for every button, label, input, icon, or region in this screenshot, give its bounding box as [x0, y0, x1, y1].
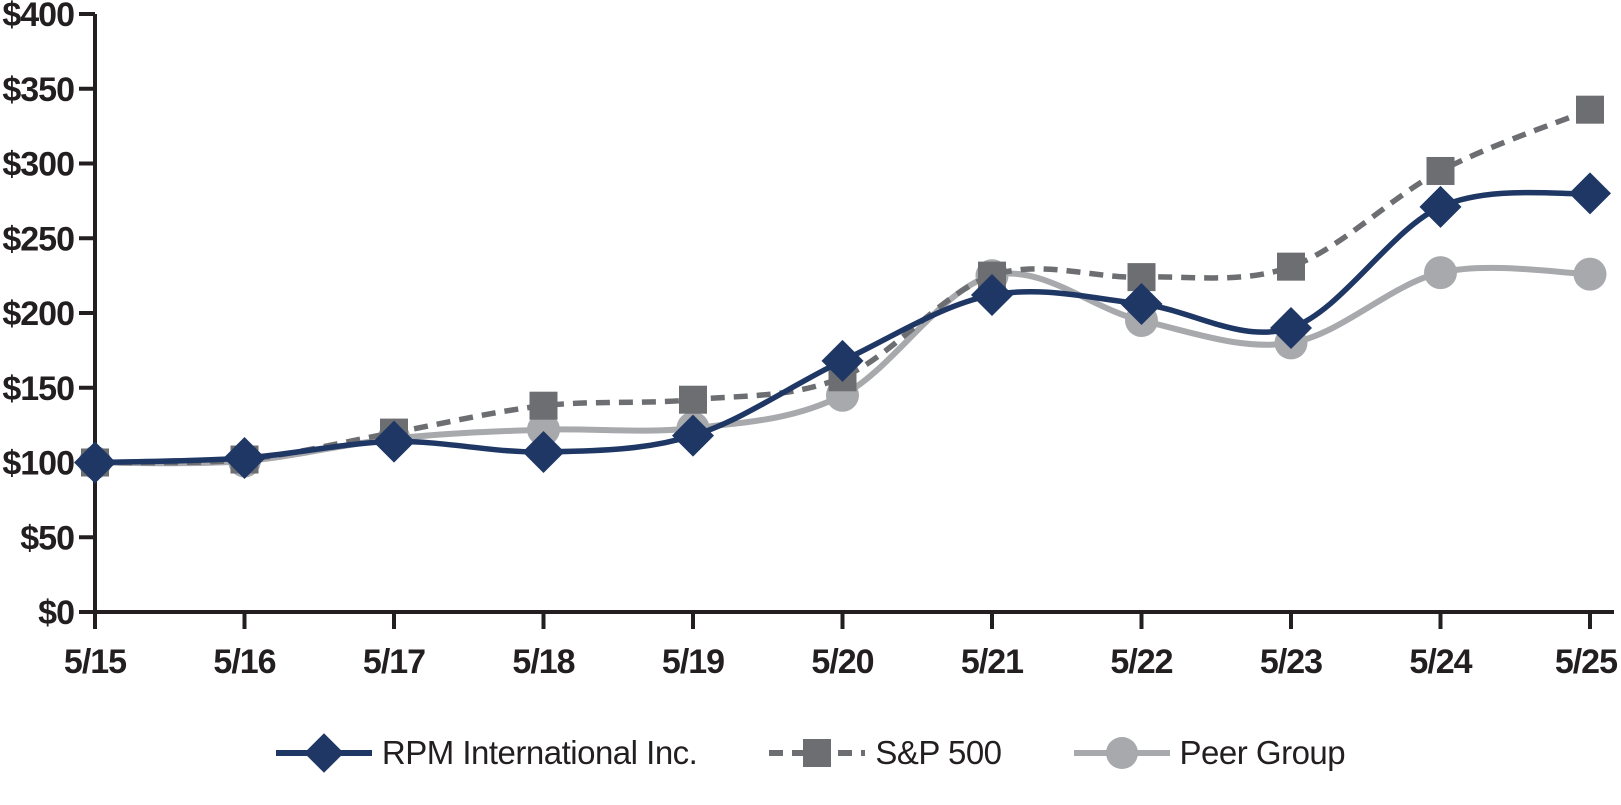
svg-text:$250: $250 [2, 220, 74, 258]
svg-text:5/15: 5/15 [64, 643, 126, 681]
svg-text:5/17: 5/17 [363, 643, 425, 681]
svg-text:5/24: 5/24 [1409, 643, 1472, 681]
svg-text:$100: $100 [2, 445, 74, 483]
svg-text:5/16: 5/16 [213, 643, 275, 681]
svg-text:$0: $0 [38, 594, 74, 632]
svg-text:$50: $50 [20, 519, 74, 557]
rpm-diamond-marker-icon [275, 733, 372, 773]
chart-legend: RPM International Inc. S&P 500 Peer Grou… [0, 733, 1621, 773]
legend-item-peer: Peer Group [1073, 733, 1346, 773]
sp500-square-marker-icon [769, 733, 866, 773]
svg-text:5/19: 5/19 [662, 643, 724, 681]
svg-text:$350: $350 [2, 71, 74, 109]
legend-item-sp500: S&P 500 [769, 733, 1002, 773]
svg-text:$150: $150 [2, 370, 74, 408]
svg-text:5/25: 5/25 [1555, 643, 1617, 681]
legend-label-rpm: RPM International Inc. [381, 734, 698, 771]
svg-text:5/22: 5/22 [1110, 643, 1172, 681]
svg-text:$200: $200 [2, 295, 74, 333]
svg-text:5/23: 5/23 [1260, 643, 1322, 681]
legend-item-rpm: RPM International Inc. [275, 733, 698, 773]
svg-text:5/21: 5/21 [961, 643, 1023, 681]
legend-label-sp500: S&P 500 [875, 734, 1002, 771]
svg-text:5/18: 5/18 [512, 643, 574, 681]
line-chart-canvas: $0 $50 $100 $150 $200 $250 $300 $350 $400 5/15 5/1… [2, 0, 1618, 681]
svg-text:$300: $300 [2, 146, 74, 184]
legend-label-peer: Peer Group [1179, 734, 1346, 771]
peer-circle-marker-icon [1073, 733, 1170, 773]
svg-text:$400: $400 [2, 0, 74, 34]
svg-text:5/20: 5/20 [811, 643, 873, 681]
